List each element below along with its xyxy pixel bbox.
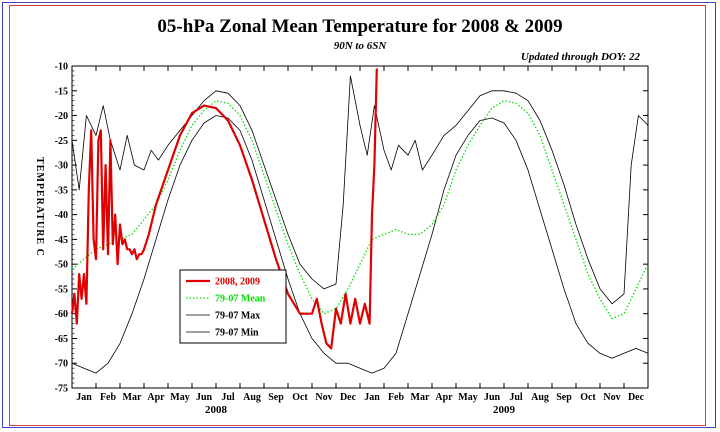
plot-area [71, 65, 649, 389]
y-tick-label: -55 [55, 284, 68, 295]
x-tick-label: Oct [292, 392, 308, 403]
x-tick-label: Nov [315, 392, 332, 403]
outer-frame [2, 2, 716, 428]
series-line-79-07-min [71, 115, 649, 374]
legend-label: 79-07 Max [215, 311, 260, 322]
legend-label: 2008, 2009 [215, 277, 260, 288]
y-tick-label: -25 [55, 136, 68, 147]
x-tick-label: Oct [580, 392, 596, 403]
y-tick-label: -50 [55, 260, 68, 271]
legend-box [179, 269, 287, 344]
y-tick-label: -40 [55, 210, 68, 221]
x-tick-label: Nov [603, 392, 620, 403]
y-tick-label: -15 [55, 86, 68, 97]
year-label: 2009 [493, 404, 516, 416]
series-line-79-07-mean [71, 100, 649, 320]
x-tick-label: Feb [388, 392, 405, 403]
y-tick-label: -65 [55, 334, 68, 345]
x-tick-label: Jan [76, 392, 92, 403]
x-tick-label: May [170, 392, 189, 403]
y-tick-label: -45 [55, 235, 68, 246]
x-tick-label: Sep [556, 392, 572, 403]
series-line-2008-2009 [70, 68, 378, 350]
x-tick-label: Aug [531, 392, 549, 403]
x-tick-label: Jun [196, 392, 213, 403]
x-tick-label: Apr [435, 392, 453, 403]
x-tick-label: Jul [509, 392, 523, 403]
series-line-79-07-max [71, 75, 649, 305]
x-tick-label: Apr [147, 392, 165, 403]
x-tick-label: Dec [628, 392, 645, 403]
y-axis: -10 -15 -20 -25 -30 -35 -40 -45 -50 -55 -60 -65 -70 -… [55, 62, 648, 395]
y-tick-label: -30 [55, 161, 68, 172]
x-tick-label: Aug [243, 392, 261, 403]
x-tick-label: Mar [123, 392, 142, 403]
y-tick-label: -60 [55, 309, 68, 320]
y-axis-label: TEMPERATURE C [34, 157, 45, 257]
series-layer [70, 68, 649, 374]
updated-note: Updated through DOY: 22 [520, 51, 640, 63]
chart-title: 05-hPa Zonal Mean Temperature for 2008 &… [157, 16, 563, 37]
y-tick-label: -35 [55, 185, 68, 196]
x-tick-label: Jan [364, 392, 380, 403]
x-tick-label: Dec [340, 392, 357, 403]
x-tick-label: Jun [484, 392, 501, 403]
x-tick-label: Feb [100, 392, 117, 403]
y-tick-label: -20 [55, 111, 68, 122]
legend: 2008, 2009 79-07 Mean 79-07 Max 79-07 Min [179, 269, 287, 344]
y-tick-label: -75 [55, 384, 68, 395]
x-axis: Jan Feb Mar Apr May Jun Jul Aug Sep Oct Nov Dec Jan F… [71, 66, 649, 416]
year-label: 2008 [205, 404, 228, 416]
chart-subtitle: 90N to 6SN [333, 40, 387, 52]
x-tick-label: Mar [411, 392, 430, 403]
legend-label: 79-07 Mean [215, 294, 266, 305]
inner-frame [9, 5, 706, 426]
y-tick-label: -70 [55, 359, 68, 370]
legend-label: 79-07 Min [215, 328, 259, 339]
plot-frame [71, 65, 649, 389]
y-tick-label: -10 [55, 62, 68, 73]
x-tick-label: Jul [221, 392, 235, 403]
x-tick-label: May [458, 392, 477, 403]
x-tick-label: Sep [268, 392, 284, 403]
